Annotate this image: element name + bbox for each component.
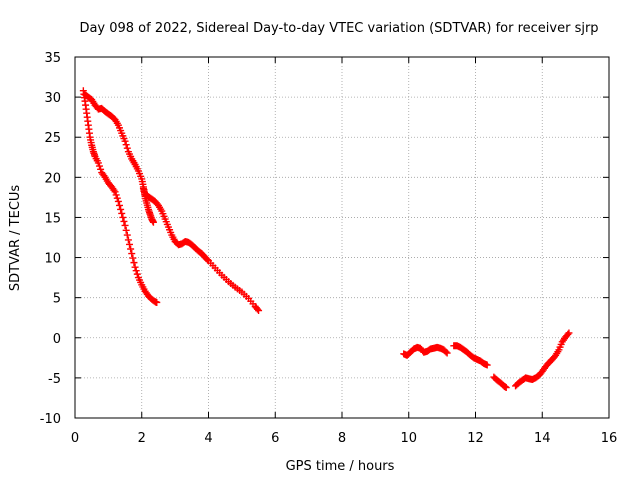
data-point (123, 231, 131, 239)
y-tick-label: 20 (44, 171, 61, 186)
data-point (121, 137, 129, 145)
data-point (114, 197, 122, 205)
data-point (149, 218, 157, 226)
label-layer: 0 2 4 6 8 10 12 14 16 -10 -5 0 5 10 15 20 25 30 35 (40, 51, 618, 446)
x-tick-label: 8 (338, 431, 346, 446)
y-tick-label: 0 (53, 332, 61, 347)
data-point (255, 307, 263, 315)
data-point (126, 240, 134, 248)
data-point (203, 256, 211, 264)
data-point (95, 162, 103, 170)
data-point (127, 245, 135, 253)
data-point (153, 298, 161, 306)
y-tick-label: 35 (44, 51, 61, 66)
data-point (443, 349, 451, 357)
data-point (123, 144, 131, 152)
data-point (97, 165, 105, 173)
y-tick-label: 10 (44, 252, 61, 267)
x-axis-title: GPS time / hours (286, 459, 395, 474)
y-axis-title: SDTVAR / TECUs (8, 185, 23, 292)
x-tick-label: 16 (601, 431, 618, 446)
data-point (502, 384, 510, 392)
data-point (113, 194, 121, 202)
x-tick-label: 6 (271, 431, 279, 446)
data-point (133, 270, 141, 278)
data-point (565, 329, 573, 337)
data-point (130, 259, 138, 267)
data-point (122, 141, 130, 149)
data-point (131, 263, 139, 271)
y-tick-label: 30 (44, 91, 61, 106)
data-point (119, 213, 127, 221)
x-tick-label: 14 (534, 431, 551, 446)
satellite-track-7 (512, 329, 573, 390)
data-point (110, 186, 118, 194)
satellite-track-1 (79, 87, 161, 306)
data-point (483, 361, 491, 369)
data-point (120, 217, 128, 225)
chart-title: Day 098 of 2022, Sidereal Day-to-day VTE… (79, 21, 598, 36)
x-tick-label: 4 (204, 431, 212, 446)
data-point (118, 209, 126, 217)
grid-layer (75, 57, 609, 418)
y-tick-label: -10 (40, 412, 61, 427)
data-point (132, 267, 140, 275)
satellite-track-3 (139, 185, 157, 226)
data-point (124, 236, 132, 244)
series-layer (79, 87, 573, 392)
data-point (128, 250, 136, 258)
data-point (111, 188, 119, 196)
x-tick-label: 0 (71, 431, 79, 446)
data-point (564, 330, 572, 338)
tick-layer (74, 56, 610, 419)
data-point (117, 205, 125, 213)
data-point (112, 191, 120, 199)
y-tick-label: 5 (53, 292, 61, 307)
data-point (129, 254, 137, 262)
x-tick-label: 10 (400, 431, 417, 446)
data-point (94, 159, 102, 167)
satellite-track-4 (400, 343, 451, 359)
data-point (121, 221, 129, 229)
y-tick-label: -5 (48, 372, 61, 387)
data-point (116, 201, 123, 209)
data-point (442, 348, 450, 356)
data-point (122, 226, 130, 234)
data-point (253, 305, 261, 313)
satellite-track-6 (490, 373, 510, 392)
y-tick-label: 25 (44, 131, 61, 146)
x-tick-label: 12 (467, 431, 484, 446)
x-tick-label: 2 (138, 431, 146, 446)
y-tick-label: 15 (44, 211, 61, 226)
satellite-track-5 (450, 342, 491, 369)
